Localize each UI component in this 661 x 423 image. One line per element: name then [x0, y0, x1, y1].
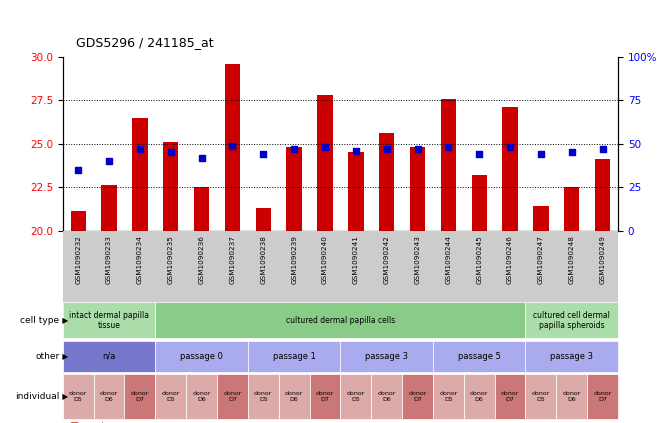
Bar: [348, 153, 364, 231]
Text: n/a: n/a: [102, 352, 116, 361]
Text: other: other: [35, 352, 59, 361]
Text: GSM1090236: GSM1090236: [198, 235, 205, 284]
Bar: [410, 147, 425, 231]
Text: donor
D7: donor D7: [223, 391, 242, 402]
Text: donor
D7: donor D7: [131, 391, 149, 402]
Bar: [225, 64, 240, 231]
Text: individual: individual: [15, 392, 59, 401]
Point: [474, 151, 485, 158]
Text: donor
D5: donor D5: [346, 391, 365, 402]
Point: [73, 167, 83, 173]
Bar: [194, 187, 210, 231]
Text: cultured cell dermal
papilla spheroids: cultured cell dermal papilla spheroids: [533, 311, 610, 330]
Text: count: count: [81, 422, 105, 423]
Bar: [317, 95, 332, 231]
Text: GSM1090233: GSM1090233: [106, 235, 112, 284]
Point: [289, 146, 299, 152]
Text: donor
D6: donor D6: [285, 391, 303, 402]
Text: donor
D5: donor D5: [254, 391, 272, 402]
Text: GSM1090234: GSM1090234: [137, 235, 143, 284]
Point: [566, 149, 577, 156]
Text: donor
D5: donor D5: [69, 391, 87, 402]
Text: donor
D5: donor D5: [439, 391, 457, 402]
Text: passage 3: passage 3: [365, 352, 408, 361]
Text: GSM1090244: GSM1090244: [446, 235, 451, 284]
Text: GSM1090245: GSM1090245: [476, 235, 483, 284]
Text: cell type: cell type: [20, 316, 59, 325]
Bar: [101, 185, 117, 231]
Point: [165, 149, 176, 156]
Point: [135, 146, 145, 152]
Bar: [471, 175, 487, 231]
Text: donor
D6: donor D6: [377, 391, 396, 402]
Bar: [286, 147, 302, 231]
Bar: [441, 99, 456, 231]
Text: donor
D5: donor D5: [161, 391, 180, 402]
Text: passage 5: passage 5: [458, 352, 500, 361]
Bar: [595, 159, 610, 231]
Point: [535, 151, 546, 158]
Text: ■: ■: [69, 421, 79, 423]
Bar: [564, 187, 580, 231]
Text: GSM1090240: GSM1090240: [322, 235, 328, 284]
Text: passage 0: passage 0: [180, 352, 223, 361]
Text: GDS5296 / 241185_at: GDS5296 / 241185_at: [76, 36, 214, 49]
Text: GSM1090239: GSM1090239: [291, 235, 297, 284]
Text: donor
D7: donor D7: [408, 391, 427, 402]
Text: GSM1090248: GSM1090248: [568, 235, 575, 284]
Text: GSM1090235: GSM1090235: [168, 235, 174, 284]
Text: GSM1090237: GSM1090237: [229, 235, 235, 284]
Text: ▶: ▶: [60, 316, 68, 325]
Point: [381, 146, 392, 152]
Text: GSM1090249: GSM1090249: [600, 235, 605, 284]
Point: [320, 144, 330, 151]
Text: passage 3: passage 3: [550, 352, 594, 361]
Text: GSM1090232: GSM1090232: [75, 235, 81, 284]
Text: cultured dermal papilla cells: cultured dermal papilla cells: [286, 316, 395, 325]
Text: GSM1090247: GSM1090247: [538, 235, 544, 284]
Bar: [71, 212, 86, 231]
Text: GSM1090246: GSM1090246: [507, 235, 513, 284]
Text: donor
D7: donor D7: [501, 391, 520, 402]
Text: donor
D5: donor D5: [531, 391, 550, 402]
Text: GSM1090243: GSM1090243: [414, 235, 420, 284]
Text: donor
D6: donor D6: [563, 391, 581, 402]
Text: ▶: ▶: [60, 352, 68, 361]
Bar: [132, 118, 147, 231]
Bar: [256, 208, 271, 231]
Bar: [502, 107, 518, 231]
Text: intact dermal papilla
tissue: intact dermal papilla tissue: [69, 311, 149, 330]
Point: [227, 142, 238, 149]
Bar: [533, 206, 549, 231]
Point: [443, 144, 453, 151]
Text: donor
D6: donor D6: [470, 391, 488, 402]
Point: [505, 144, 516, 151]
Point: [598, 146, 608, 152]
Text: passage 1: passage 1: [273, 352, 315, 361]
Text: donor
D6: donor D6: [100, 391, 118, 402]
Text: donor
D6: donor D6: [192, 391, 211, 402]
Text: GSM1090242: GSM1090242: [383, 235, 390, 284]
Text: GSM1090241: GSM1090241: [353, 235, 359, 284]
Text: donor
D7: donor D7: [594, 391, 612, 402]
Text: GSM1090238: GSM1090238: [260, 235, 266, 284]
Bar: [163, 142, 178, 231]
Bar: [379, 133, 395, 231]
Point: [350, 147, 361, 154]
Text: donor
D7: donor D7: [316, 391, 334, 402]
Point: [258, 151, 268, 158]
Point: [104, 158, 114, 165]
Point: [412, 146, 423, 152]
Point: [196, 154, 207, 161]
Text: ▶: ▶: [60, 392, 68, 401]
